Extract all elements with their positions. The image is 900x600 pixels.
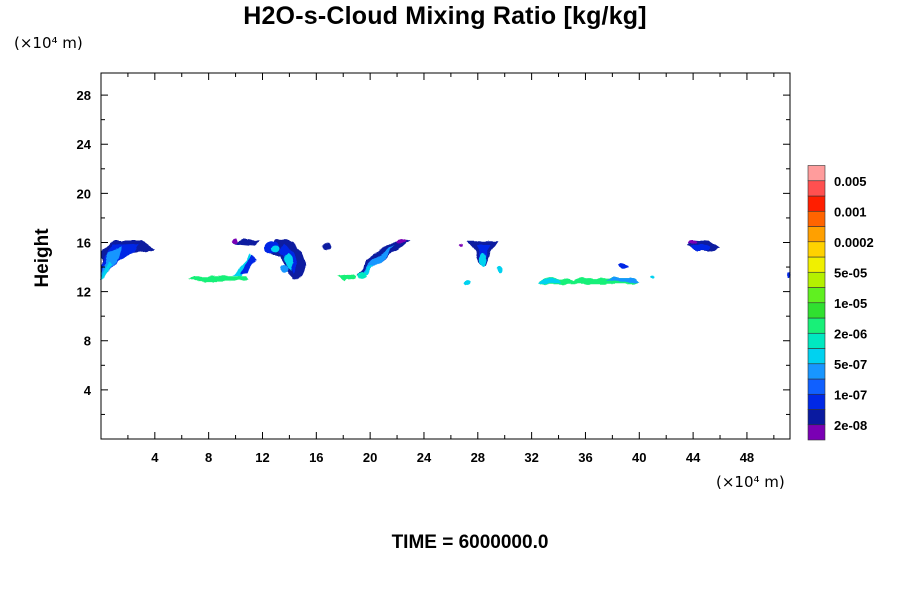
colorbar-label: 5e-05 (834, 265, 867, 280)
colorbar-label: 0.0002 (834, 235, 874, 250)
colorbar-swatch (807, 378, 826, 395)
cloud-blob (188, 276, 250, 282)
x-tick-label: 36 (578, 450, 592, 465)
colorbar-label: 5e-07 (834, 357, 867, 372)
y-axis-unit: (×10⁴ m) (14, 34, 83, 52)
colorbar-swatch (807, 363, 826, 380)
colorbar-swatch (807, 271, 826, 288)
colorbar-swatch (807, 302, 826, 319)
colorbar-swatch (807, 409, 826, 426)
cloud-blob (479, 252, 487, 267)
x-tick-label: 32 (524, 450, 538, 465)
y-tick-label: 4 (84, 383, 92, 398)
y-tick-label: 20 (77, 186, 91, 201)
cloud-blob (395, 239, 407, 244)
x-tick-label: 4 (151, 450, 159, 465)
cloud-blob (618, 263, 628, 269)
cloud-blob (239, 254, 258, 275)
time-label: TIME = 6000000.0 (391, 532, 549, 553)
cloud-blob (341, 274, 357, 280)
colorbar-swatch (807, 226, 826, 243)
colorbar-swatch (807, 210, 826, 227)
cloud-blob (101, 262, 112, 280)
colorbar-swatch (807, 180, 826, 197)
colorbar-swatch (807, 287, 826, 304)
colorbar-label: 2e-06 (834, 326, 867, 341)
x-tick-label: 44 (686, 450, 701, 465)
colorbar-swatch (807, 424, 826, 441)
colorbar-swatch (807, 348, 826, 365)
x-tick-label: 28 (471, 450, 485, 465)
colorbar-swatch (807, 165, 826, 182)
colorbar-swatch (807, 393, 826, 410)
cloud-blob (458, 243, 463, 246)
cloud-blob (688, 240, 698, 244)
colorbar-label: 1e-05 (834, 296, 867, 311)
cloud-blob (271, 244, 280, 253)
colorbar-swatch (807, 256, 826, 273)
x-tick-label: 20 (363, 450, 377, 465)
cloud-blob (496, 265, 503, 274)
colorbar-label: 2e-08 (834, 418, 867, 433)
y-tick-label: 12 (77, 285, 91, 300)
y-tick-label: 8 (84, 334, 91, 349)
cloud-blob (650, 276, 655, 280)
cloud-blob (232, 238, 260, 247)
cloud-blob (605, 278, 640, 284)
x-axis-unit: (×10⁴ m) (716, 473, 785, 491)
x-tick-label: 12 (255, 450, 269, 465)
x-tick-label: 16 (309, 450, 323, 465)
chart-title: H2O-s-Cloud Mixing Ratio [kg/kg] (243, 2, 647, 30)
cloud-blob (357, 271, 367, 280)
x-tick-label: 48 (740, 450, 754, 465)
cloud-blob (284, 252, 294, 272)
colorbar-label: 0.005 (834, 174, 867, 189)
y-tick-label: 16 (77, 235, 91, 250)
cloud-blob (279, 265, 289, 274)
cloud-blob (322, 243, 332, 250)
cloud-blob (476, 244, 490, 260)
cloud-blob (538, 278, 562, 284)
colorbar-swatch (807, 317, 826, 334)
colorbar-swatch (807, 195, 826, 212)
colorbar-swatch (807, 332, 826, 349)
x-tick-label: 40 (632, 450, 646, 465)
colorbar-label: 0.001 (834, 204, 867, 219)
y-tick-label: 24 (77, 137, 92, 152)
plot-frame (100, 72, 791, 440)
cloud-blob (690, 244, 710, 251)
cloud-regions (101, 238, 791, 286)
cloud-blob (232, 253, 254, 277)
x-tick-label: 8 (205, 450, 212, 465)
colorbar-label: 1e-07 (834, 387, 867, 402)
colorbar-swatch (807, 241, 826, 258)
y-tick-label: 28 (77, 88, 91, 103)
cloud-blob (463, 280, 471, 286)
colorbar: 2e-08 1e-07 5e-07 2e-06 1e-05 5e-05 0.0002 0.00… (807, 165, 874, 441)
cloud-blob (230, 238, 238, 244)
x-tick-label: 24 (417, 450, 432, 465)
